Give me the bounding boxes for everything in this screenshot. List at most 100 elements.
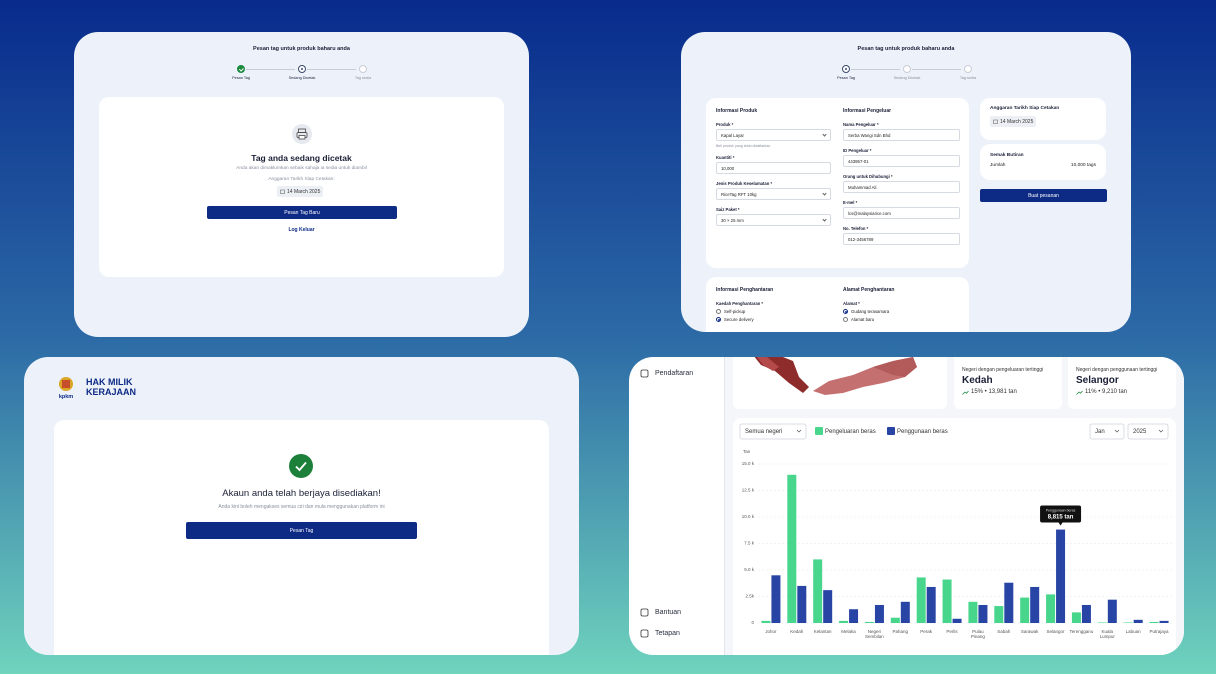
text-input[interactable]: Muhammad Ali (843, 181, 960, 193)
bar (771, 575, 781, 623)
form-field: Produk * Kapal Layar Beli produk yang tela… (716, 122, 831, 148)
year-filter-label: 2025 (1133, 429, 1147, 435)
select-input[interactable]: Kapal Layar (716, 129, 831, 141)
form-field: Jenis Produk Keselamatan * RiceTag RFT 10… (716, 181, 831, 200)
stat-change-text: 15% • 13,981 tan (971, 389, 1017, 395)
stepper: Pesan Tag Sedang Dicetak Tag sedia (826, 65, 986, 85)
chevron-icon (822, 131, 827, 137)
step-label: Pesan Tag (232, 76, 250, 80)
new-order-button[interactable]: Pesan Tag Baru (207, 206, 397, 219)
bar (1149, 621, 1159, 623)
nav-label: Bantuan (655, 609, 682, 616)
text-input[interactable]: Serba Wangi Sdn Bhd (843, 129, 960, 141)
date-chip: 14 March 2025 (277, 186, 324, 197)
month-filter[interactable] (1089, 423, 1125, 440)
step-connector (307, 69, 356, 70)
field-value: 443957-01 (848, 158, 869, 164)
trend-icon (1076, 390, 1083, 395)
bar (874, 604, 884, 623)
field-label: Alamat * (843, 301, 860, 306)
bar (849, 609, 859, 623)
month-filter-label: Jan (1095, 429, 1105, 435)
logout-link[interactable]: Log Keluar (288, 227, 315, 233)
date-text: 14 March 2025 (287, 188, 321, 195)
chevron-icon (822, 216, 827, 222)
field-value: 012-3456789 (848, 236, 874, 242)
form-card: Informasi Produk Produk * Kapal Layar Beli… (706, 98, 969, 268)
address-section: Alamat Penghantaran Alamat * Gudang tera… (843, 287, 894, 322)
x-tick-label: Pulau Pinang (971, 629, 986, 639)
estimate-card: Anggaran Tarikh Siap Cetakan 14 March 20… (980, 98, 1106, 140)
field-label: Saiz Paket * (716, 207, 740, 212)
select-input[interactable]: RiceTag RFT 10kg (716, 188, 831, 200)
radio-label: Self-pickup (724, 309, 746, 314)
bar (916, 577, 926, 623)
account-screen: kpkm HAK MILIK KERAJAAN Akaun anda telah… (24, 357, 579, 655)
year-filter[interactable] (1127, 423, 1169, 440)
bar (1133, 619, 1143, 623)
text-input[interactable]: 012-3456789 (843, 233, 960, 245)
form-field: E-mel * lcs@malaysiarice.com (843, 200, 960, 219)
date-label: Anggaran Tarikh Siap Cetakan: (268, 177, 335, 182)
step: Pesan Tag (221, 65, 261, 80)
tooltip-value: 8,815 tan (1048, 515, 1074, 521)
step-connector (912, 69, 961, 70)
bar (1071, 612, 1081, 623)
legend-swatch (887, 427, 895, 435)
field-list: Nama Pengeluar * Serba Wangi Sdn Bhd ID Pe… (843, 122, 960, 245)
field-value: Serba Wangi Sdn Bhd (848, 132, 891, 138)
field-label: Orang untuk Dihubungi * (843, 174, 893, 179)
delivery-card: Informasi Penghantaran Kaedah Penghantar… (706, 277, 969, 332)
nav-item[interactable]: Tetapan (640, 629, 680, 638)
bar (1030, 586, 1040, 623)
success-icon (289, 454, 313, 478)
success-card: Akaun anda telah berjaya disediakan! And… (54, 420, 549, 655)
select-input[interactable]: 30 × 25 mm (716, 214, 831, 226)
step-dot (903, 65, 911, 73)
calendar-icon (280, 189, 285, 194)
order-tag-button[interactable]: Pesan Tag (186, 522, 417, 539)
step-dot (964, 65, 972, 73)
logo: kpkm (59, 377, 73, 400)
bar (978, 604, 988, 623)
nav-item[interactable]: Pendaftaran (640, 369, 693, 378)
x-tick-label: Sabah (997, 629, 1011, 634)
x-tick-label: Pahang (893, 629, 909, 634)
text-input[interactable]: 10,000 (716, 162, 831, 174)
bar (968, 601, 978, 623)
radio-label: Alamat baru (851, 317, 875, 322)
brand-line: HAK MILIK (86, 377, 133, 387)
section-heading: Alamat Penghantaran (843, 287, 895, 293)
field-list: Produk * Kapal Layar Beli produk yang tela… (716, 122, 831, 226)
status-card: Tag anda sedang dicetak Anda akan dimakl… (99, 97, 504, 277)
text-input[interactable]: 443957-01 (843, 155, 960, 167)
step: Tag sedia (343, 65, 383, 80)
radio-option[interactable]: Secure delivery (716, 317, 773, 322)
region-filter[interactable] (739, 423, 807, 440)
radio-button (716, 317, 721, 322)
x-tick-label: Perak (920, 629, 933, 634)
producer-section: Informasi Pengeluar Nama Pengeluar * Serb… (843, 108, 960, 252)
submit-button[interactable]: Buat pesanan (980, 189, 1107, 202)
step-label: Tag sedia (959, 76, 977, 80)
review-value: 10,000 tags (1070, 163, 1096, 168)
x-tick-label: Labuan (1126, 629, 1142, 634)
status-heading: Tag anda sedang dicetak (251, 153, 352, 163)
step-label: Pesan Tag (837, 76, 855, 80)
field-label: E-mel * (843, 200, 858, 205)
y-tick-label: 12.5 k (742, 488, 755, 493)
x-tick-label: Terengganu (1070, 629, 1094, 634)
field-value: 30 × 25 mm (721, 217, 744, 223)
x-tick-label: Negeri Sembilan (865, 629, 884, 639)
y-tick-label: 2.5k (745, 594, 754, 599)
radio-group: Self-pickup Secure delivery (716, 309, 773, 322)
chart-card: Semua negeri Jan 2025 Pengeluaran beras Peng… (733, 418, 1176, 655)
nav-item[interactable]: Bantuan (640, 608, 681, 617)
tooltip (1040, 505, 1082, 523)
radio-option[interactable]: Alamat baru (843, 317, 894, 322)
nav-icon (640, 629, 649, 638)
radio-option[interactable]: Self-pickup (716, 309, 773, 314)
stat-label: Negeri dengan penggunaan tertinggi (1076, 367, 1158, 373)
text-input[interactable]: lcs@malaysiarice.com (843, 207, 960, 219)
radio-option[interactable]: Gudang terasamara (843, 309, 894, 314)
